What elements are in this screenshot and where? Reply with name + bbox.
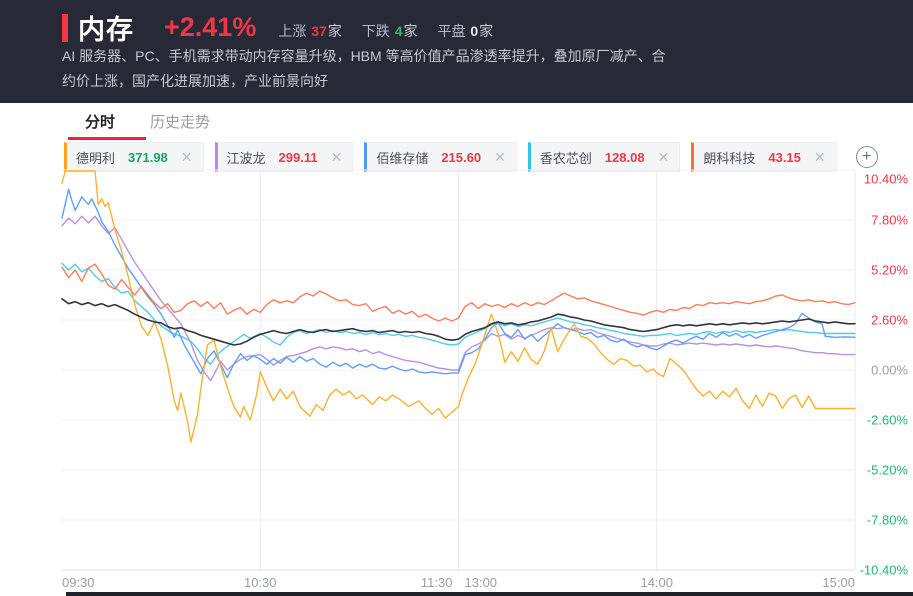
stat-label: 上涨 [278, 22, 311, 39]
sector-description-line2: 约价上涨，国产化进展加速，产业前景向好 [62, 73, 328, 89]
stat-0: 上涨 37家 [278, 21, 341, 41]
chip-close-icon[interactable]: ✕ [494, 148, 506, 165]
stock-chip-3[interactable]: 香农芯创 128.08 ✕ [527, 142, 681, 172]
x-axis-label: 14:00 [640, 575, 673, 590]
y-axis-label: -7.80% [867, 513, 909, 528]
chip-stock-price: 43.15 [768, 149, 801, 165]
chip-close-icon[interactable]: ✕ [813, 148, 826, 165]
chip-close-icon[interactable]: ✕ [180, 148, 193, 165]
chip-stock-name: 朗科科技 [703, 150, 756, 166]
active-tab-underline [68, 137, 146, 140]
y-axis-label: -2.60% [867, 413, 909, 428]
series-line-朗科科技 [61, 263, 856, 322]
stock-chips-row: 德明利 371.98 ✕ 江波龙 299.11 ✕ 佰维存储 215.60 ✕ 香农芯创 128.0… [64, 142, 878, 172]
chip-close-icon[interactable]: ✕ [657, 148, 670, 165]
stock-chip-4[interactable]: 朗科科技 43.15 ✕ [691, 142, 837, 172]
stat-label: 下跌 [361, 22, 394, 39]
series-line-德明利 [61, 170, 856, 443]
sector-stats: 上涨 37家 下跌 4家 平盘 0家 [278, 21, 513, 41]
y-axis-label: 7.80% [871, 213, 908, 228]
y-axis-label: 2.60% [871, 313, 908, 328]
stock-chip-2[interactable]: 佰维存储 215.60 ✕ [364, 142, 517, 172]
stat-value: 37 [311, 22, 327, 39]
tab-history[interactable]: 历史走势 [150, 114, 211, 131]
sector-title: 内存 [78, 15, 134, 45]
y-axis-label: 5.20% [871, 263, 908, 278]
chip-stock-price: 299.11 [278, 149, 318, 165]
sector-description-line1: AI 服务器、PC、手机需求带动内存容量升级，HBM 等高价值产品渗透率提升，叠… [62, 48, 666, 64]
chart-tabbar: 分时 历史走势 [0, 103, 913, 140]
sector-description: AI 服务器、PC、手机需求带动内存容量升级，HBM 等高价值产品渗透率提升，叠… [62, 44, 722, 94]
chip-stock-name: 德明利 [76, 150, 116, 166]
chip-stock-price: 128.08 [604, 149, 645, 165]
stock-chip-1[interactable]: 江波龙 299.11 ✕ [214, 142, 354, 172]
x-axis-label: 10:30 [244, 575, 277, 590]
chip-stock-price: 371.98 [128, 149, 168, 165]
stat-unit: 家 [327, 22, 342, 39]
bottom-divider-bar [66, 592, 913, 596]
stat-value: 4 [394, 22, 403, 39]
y-axis-label: -10.40% [860, 563, 909, 578]
add-stock-button[interactable]: + [855, 146, 878, 168]
stat-label: 平盘 [437, 22, 470, 39]
x-axis-label: 13:00 [465, 575, 498, 590]
stat-value: 0 [470, 22, 479, 39]
stat-unit: 家 [403, 22, 418, 39]
chip-close-icon[interactable]: ✕ [330, 148, 343, 165]
stat-1: 下跌 4家 [362, 21, 418, 41]
stat-2: 平盘 0家 [437, 21, 493, 41]
series-line-香农芯创 [61, 262, 856, 365]
chip-stock-name: 江波龙 [226, 150, 266, 166]
sector-change-percent: +2.41% [164, 12, 257, 42]
tabs: 分时 历史走势 [85, 103, 210, 140]
y-axis-label: 10.40% [864, 172, 909, 187]
x-axis-label: 09:30 [62, 575, 95, 590]
tab-minute[interactable]: 分时 [85, 114, 116, 131]
series-line-板块 [61, 298, 856, 346]
chip-stock-price: 215.60 [441, 149, 482, 165]
chip-stock-name: 香农芯创 [539, 150, 592, 166]
stock-chip-0[interactable]: 德明利 371.98 ✕ [64, 142, 204, 172]
y-axis-label: -5.20% [867, 463, 909, 478]
series-line-佰维存储 [61, 188, 856, 379]
x-axis-label: 11:30 [421, 575, 453, 590]
title-accent-bar [62, 13, 68, 42]
sector-header: 内存 +2.41% 上涨 37家 下跌 4家 平盘 0家 AI 服务器、PC、手机需… [0, 0, 913, 103]
intraday-chart[interactable]: 10.40% 7.80% 5.20% 2.60% 0.00% -2.60% -5.20% -7… [0, 160, 913, 596]
y-axis-label: 0.00% [871, 363, 908, 378]
x-axis-label: 15:00 [822, 575, 855, 590]
chip-stock-name: 佰维存储 [376, 150, 429, 166]
stat-unit: 家 [479, 22, 494, 39]
